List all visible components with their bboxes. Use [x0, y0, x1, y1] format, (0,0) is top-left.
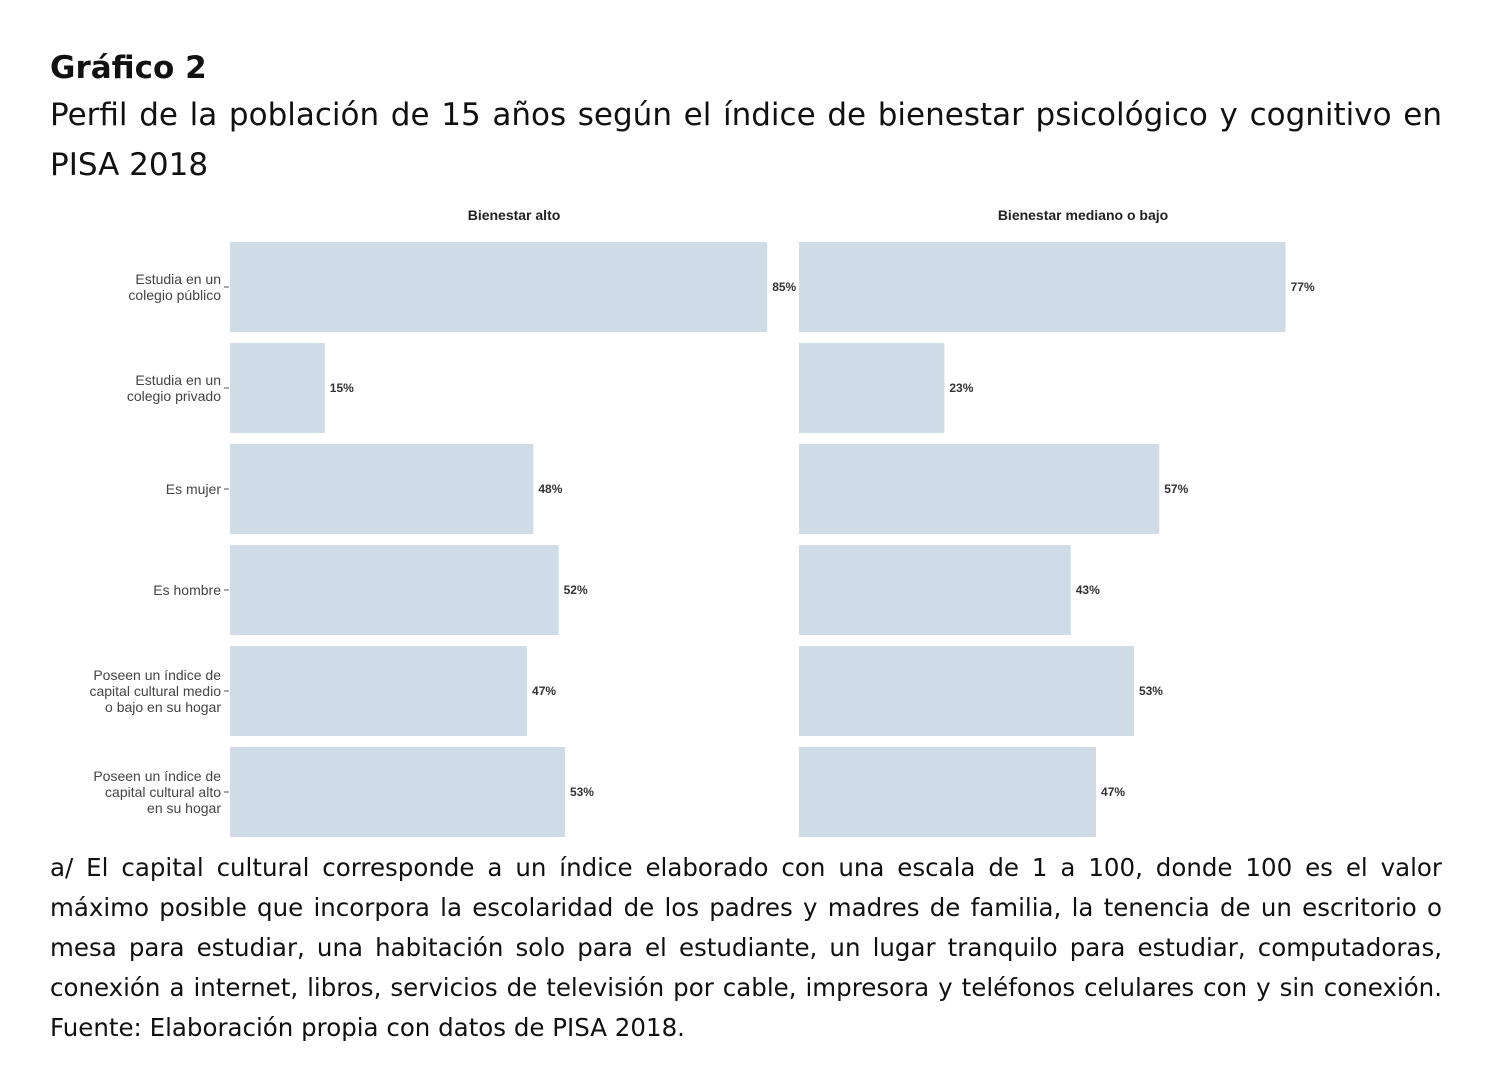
bar — [799, 444, 1160, 534]
bar — [230, 646, 528, 736]
bar — [230, 343, 325, 433]
data-label: 57% — [1164, 482, 1188, 496]
figure-notes: a/ El capital cultural corresponde a un … — [50, 848, 1442, 1048]
category-label: Es hombre — [153, 582, 221, 598]
panel-title: Bienestar alto — [468, 207, 561, 223]
bar — [230, 545, 559, 635]
figure-note: a/ El capital cultural corresponde a un … — [50, 853, 1442, 1002]
data-label: 53% — [1139, 684, 1163, 698]
category-label: Poseen un índice de capital cultural alto… — [93, 768, 221, 816]
data-label: 47% — [1101, 785, 1125, 799]
data-label: 85% — [772, 280, 796, 294]
data-label: 47% — [532, 684, 556, 698]
panel-title: Bienestar mediano o bajo — [998, 207, 1168, 223]
data-label: 43% — [1076, 583, 1100, 597]
bar-chart: Bienestar alto Bienestar mediano o bajo Es… — [89, 207, 1315, 837]
category-label: Estudia en un colegio público — [128, 271, 221, 303]
figure-title: Perfil de la población de 15 años según … — [50, 97, 1442, 183]
bar — [230, 242, 768, 332]
data-label: 23% — [949, 381, 973, 395]
category-label: Poseen un índice de capital cultural medi… — [89, 667, 221, 715]
bar — [799, 545, 1071, 635]
data-label: 48% — [538, 482, 562, 496]
data-label: 77% — [1291, 280, 1315, 294]
bar — [230, 444, 534, 534]
category-label: Es mujer — [166, 481, 222, 497]
bar — [799, 646, 1134, 736]
bar — [799, 343, 945, 433]
bar — [799, 242, 1286, 332]
figure-source: Fuente: Elaboración propia con datos de … — [50, 1013, 685, 1042]
bar — [799, 747, 1097, 837]
data-label: 15% — [330, 381, 354, 395]
category-label: Estudia en un colegio privado — [127, 372, 221, 404]
data-label: 52% — [564, 583, 588, 597]
figure-heading: Gráfico 2 Perfil de la población de 15 a… — [50, 46, 1442, 190]
figure-label: Gráfico 2 — [50, 50, 207, 86]
bar — [230, 747, 565, 837]
data-label: 53% — [570, 785, 594, 799]
